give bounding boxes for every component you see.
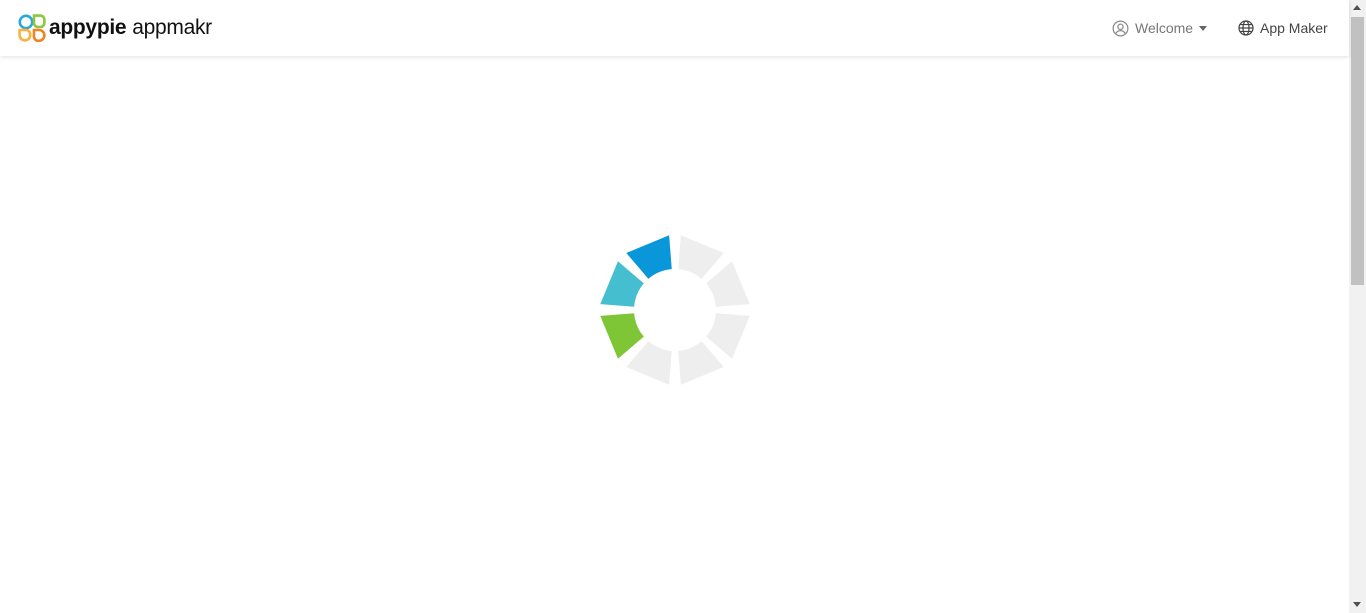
app-maker-link[interactable]: App Maker [1238,18,1328,38]
caret-down-icon [1199,25,1208,31]
loader-segment [678,341,724,385]
loader-segment [678,235,724,279]
top-header: appypie appmakr Welcome App Maker [0,0,1349,56]
loader-segment [706,261,750,307]
loader-segment [600,261,644,307]
loader-segment [626,341,672,385]
appypie-logo-icon [18,14,46,42]
vertical-scrollbar[interactable] [1349,0,1366,613]
scrollbar-thumb[interactable] [1351,17,1364,285]
loader-segment [706,313,750,359]
user-menu-label: Welcome [1135,20,1194,36]
brand-name: appypie [49,16,127,39]
loader-segment [600,313,644,359]
globe-icon [1238,20,1254,36]
loader-segment [626,235,672,279]
user-circle-icon [1112,20,1129,36]
scroll-down-arrow-icon[interactable] [1353,602,1361,607]
product-name: appmakr [132,16,212,39]
loading-spinner [600,235,750,385]
user-menu-dropdown[interactable]: Welcome [1112,18,1208,38]
app-maker-label: App Maker [1260,20,1328,36]
scroll-up-arrow-icon[interactable] [1353,5,1361,10]
appypie-logo[interactable]: appypie appmakr [18,14,212,42]
